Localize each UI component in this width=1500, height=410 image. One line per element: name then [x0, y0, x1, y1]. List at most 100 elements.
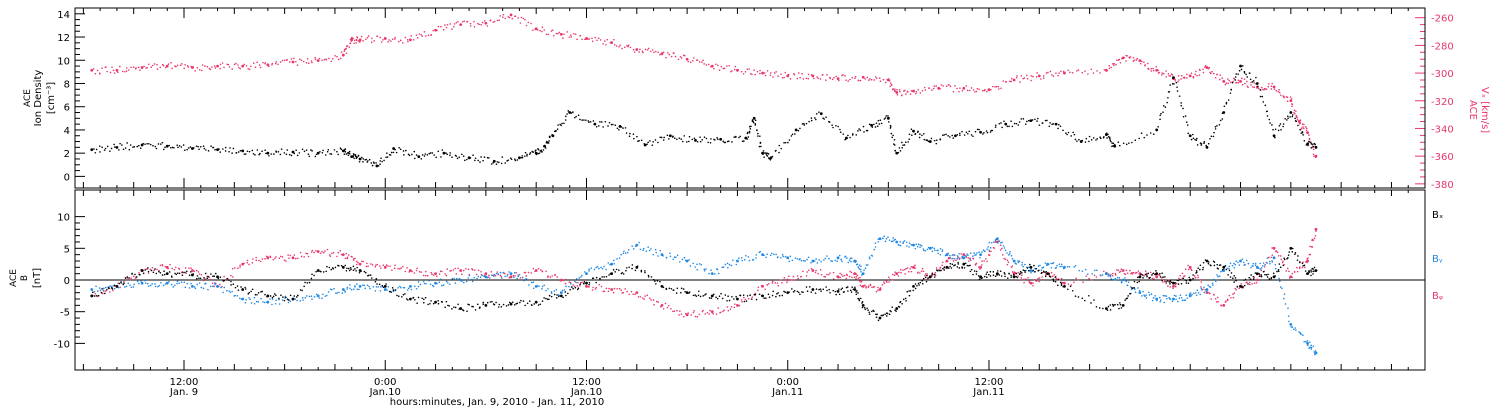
data-point-fill: [805, 122, 808, 125]
data-point-fill: [1310, 147, 1313, 149]
data-point-fill: [884, 313, 886, 316]
data-point-fill: [251, 149, 254, 152]
data-point-fill: [596, 265, 599, 268]
data-point-fill: [1262, 101, 1265, 103]
data-point-fill: [351, 256, 353, 258]
data-point-fill: [311, 249, 314, 252]
data-point-fill: [787, 73, 790, 76]
data-point-fill: [1067, 131, 1070, 134]
data-point-fill: [892, 134, 894, 137]
data-point-fill: [572, 287, 574, 290]
time-axis-title: hours:minutes, Jan. 9, 2010 - Jan. 11, 2…: [390, 397, 605, 408]
data-point-fill: [336, 150, 338, 153]
data-point-fill: [278, 297, 280, 300]
data-point-fill: [1037, 277, 1039, 280]
data-point-fill: [474, 309, 477, 311]
data-point-fill: [517, 274, 519, 276]
data-point-fill: [119, 142, 121, 145]
data-point-fill: [1301, 266, 1304, 269]
data-point-fill: [849, 289, 852, 292]
data-point-fill: [960, 253, 963, 255]
data-point: [912, 284, 915, 288]
data-point-fill: [1007, 254, 1010, 256]
data-point-fill: [1193, 292, 1195, 295]
data-point-fill: [1237, 79, 1240, 82]
data-point-fill: [149, 143, 152, 146]
data-point-fill: [192, 66, 194, 68]
data-point-fill: [1156, 276, 1159, 278]
data-point-fill: [511, 301, 514, 303]
data-point-fill: [254, 154, 256, 156]
data-point-fill: [281, 299, 284, 301]
data-point-fill: [998, 274, 1001, 276]
data-point-fill: [899, 244, 902, 247]
data-point-fill: [1124, 299, 1126, 301]
data-point-fill: [293, 254, 296, 256]
data-point-fill: [1282, 260, 1284, 263]
data-point-fill: [543, 29, 546, 31]
data-point-fill: [269, 256, 272, 259]
data-point-fill: [279, 255, 282, 258]
data-point-fill: [1019, 270, 1022, 273]
data-point-fill: [414, 299, 416, 301]
data-point-fill: [940, 269, 942, 272]
data-point: [1255, 272, 1259, 276]
data-point-fill: [893, 144, 896, 146]
data-point-fill: [325, 58, 328, 61]
data-point-fill: [1048, 273, 1051, 275]
data-point-fill: [1092, 72, 1095, 74]
data-point: [417, 155, 421, 159]
data-point-fill: [957, 263, 960, 265]
data-point-fill: [683, 135, 686, 137]
data-point-fill: [465, 280, 468, 283]
data-point-fill: [528, 300, 531, 302]
data-point-fill: [1135, 59, 1138, 61]
data-point-fill: [787, 141, 789, 144]
data-point-fill: [1110, 66, 1113, 69]
data-point-fill: [749, 128, 752, 130]
data-point-fill: [392, 151, 395, 154]
data-point-fill: [358, 160, 361, 163]
data-point-fill: [601, 276, 603, 278]
data-point-fill: [900, 271, 902, 274]
data-point-fill: [845, 277, 848, 280]
data-point-fill: [737, 69, 740, 71]
data-point-fill: [722, 266, 725, 268]
data-point-fill: [807, 73, 810, 76]
data-point-fill: [972, 273, 974, 276]
data-point-fill: [877, 119, 880, 122]
data-point: [912, 243, 915, 247]
data-point-fill: [336, 55, 338, 58]
data-point-fill: [394, 148, 396, 151]
data-point: [484, 303, 488, 307]
data-point-fill: [1003, 257, 1005, 260]
data-point-fill: [648, 297, 651, 299]
data-point-fill: [462, 269, 465, 272]
data-point-fill: [506, 275, 508, 277]
data-point-fill: [204, 278, 206, 280]
data-point-fill: [670, 287, 673, 290]
data-point-fill: [466, 310, 468, 313]
data-point-fill: [1185, 282, 1188, 284]
data-point-fill: [978, 251, 980, 254]
data-point-fill: [1019, 81, 1021, 83]
data-point-fill: [796, 290, 799, 293]
data-point: [811, 288, 815, 291]
data-point-fill: [1226, 298, 1229, 301]
data-point-fill: [1068, 266, 1071, 268]
data-point: [1205, 259, 1209, 263]
data-point-fill: [1266, 110, 1268, 113]
data-point-fill: [475, 273, 478, 276]
data-point-fill: [406, 289, 409, 291]
data-point-fill: [1209, 137, 1211, 140]
data-point-fill: [1126, 55, 1128, 57]
data-point-fill: [1021, 274, 1023, 277]
data-point-fill: [1284, 117, 1286, 120]
data-point-fill: [562, 279, 564, 282]
data-point-fill: [834, 259, 837, 262]
data-point-fill: [1225, 102, 1228, 105]
data-point-fill: [957, 261, 959, 264]
data-point-fill: [926, 273, 928, 275]
data-point-fill: [838, 254, 841, 257]
data-point-fill: [716, 297, 719, 300]
